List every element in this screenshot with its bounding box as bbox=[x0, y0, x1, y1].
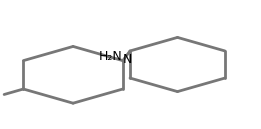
Text: N: N bbox=[123, 54, 132, 66]
Text: H₂N: H₂N bbox=[99, 50, 122, 63]
